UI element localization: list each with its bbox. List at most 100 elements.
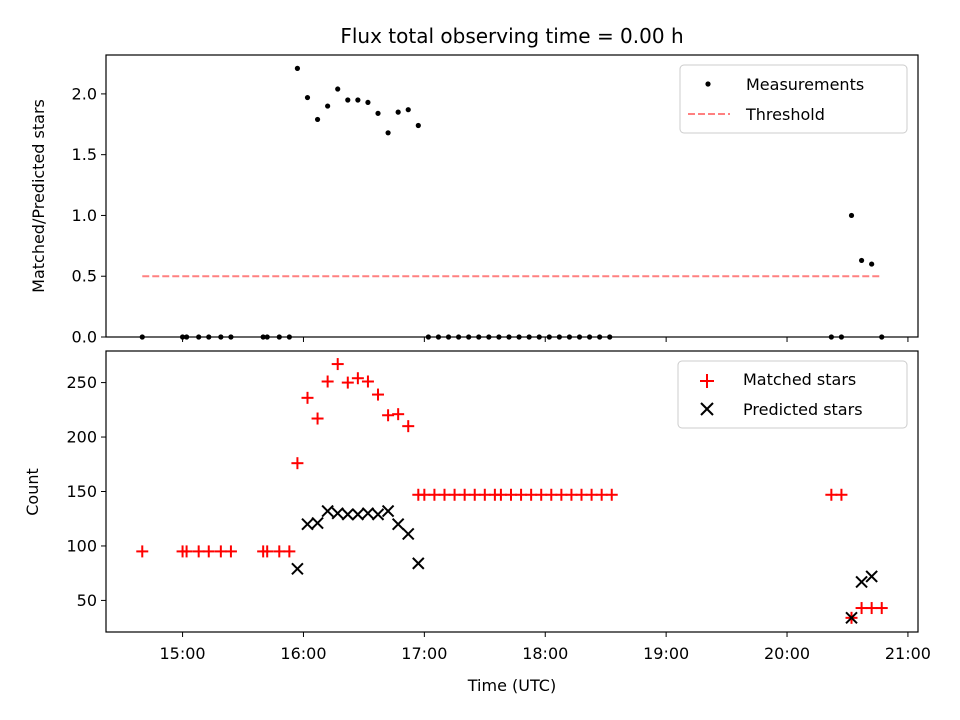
matched-star-point [321, 375, 334, 388]
legend-predicted-marker [700, 402, 714, 416]
predicted-star-point [361, 507, 375, 520]
bottom-y-tick-label: 250 [66, 373, 97, 392]
measurement-point [879, 334, 885, 340]
measurement-point [294, 65, 301, 71]
matched-star-point [504, 488, 517, 501]
measurement-point [355, 97, 361, 103]
predicted-star-point [371, 508, 385, 521]
matched-star-point [418, 488, 431, 501]
measurement-point [869, 261, 875, 267]
measurement-point [526, 334, 532, 340]
matched-star-point [361, 375, 374, 388]
predicted-star-point [351, 508, 365, 521]
bottom-y-ticks: 50 100 150 200 250 [66, 373, 106, 610]
x-axis-label: Time (UTC) [467, 676, 556, 695]
predicted-star-point [321, 504, 334, 518]
measurement-point [556, 334, 562, 340]
matched-star-point [301, 391, 314, 404]
matched-star-point [136, 545, 149, 558]
predicted-star-point [301, 517, 314, 531]
measurement-point [506, 334, 512, 340]
bottom-x-ticks: 15:00 16:00 17:00 18:00 19:00 20:00 21:00 [160, 632, 931, 663]
bottom-x-tick-label: 17:00 [401, 644, 447, 663]
predicted-star-b [321, 504, 334, 518]
measurement-point [405, 107, 411, 113]
measurement-point [260, 334, 266, 340]
top-y-tick-label: 2.0 [72, 84, 97, 103]
bottom-x-tick-label: 21:00 [885, 644, 931, 663]
measurement-point [395, 109, 401, 115]
matched-star-point [515, 488, 528, 501]
measurement-point [445, 334, 452, 340]
matched-star-point [458, 488, 471, 501]
matched-star-point [311, 412, 324, 425]
bottom-y-tick-label: 150 [66, 482, 97, 501]
matched-star-point [494, 488, 507, 501]
predicted-star-point [855, 575, 868, 589]
matched-star-point [351, 372, 364, 385]
predicted-star-point [341, 508, 354, 521]
top-y-tick-label: 1.0 [72, 206, 97, 225]
matched-star-point [535, 488, 548, 501]
bottom-x-tick-label: 15:00 [160, 644, 206, 663]
predicted-star-point [845, 611, 858, 625]
predicted-star-b [301, 517, 314, 531]
matched-star-point [825, 488, 838, 501]
bottom-panel: 50 100 150 200 250 15:00 16:00 17:00 18:00 19:00… [23, 350, 931, 695]
bottom-x-tick-label: 20:00 [764, 644, 810, 663]
measurement-point [828, 334, 834, 340]
measurement-point [476, 334, 482, 340]
measurement-point [425, 334, 431, 340]
matched-star-point [331, 358, 344, 371]
matched-star-point [575, 488, 588, 501]
bottom-legend-box [677, 360, 908, 429]
predicted-star-b [371, 508, 385, 521]
top-panel: 0.00.51.01.52.0 Matched/Predicted stars … [29, 54, 919, 347]
predicted-star-point [381, 504, 395, 518]
bottom-y-tick-label: 50 [77, 591, 97, 610]
legend-predicted-label: Predicted stars [743, 400, 863, 419]
measurement-point [314, 116, 321, 123]
matched-star-point [392, 408, 405, 421]
predicted-star-b [381, 504, 395, 518]
measurement-point [466, 334, 472, 340]
matched-star-point [283, 545, 296, 558]
predicted-star-b [855, 575, 868, 589]
matched-star-point [585, 488, 598, 501]
measurement-point [345, 97, 351, 103]
measurement-point [304, 94, 311, 101]
matched-star-point [865, 602, 878, 615]
measurement-point [385, 130, 391, 136]
measurement-point [607, 334, 613, 340]
predicted-star-b [291, 562, 304, 576]
measurement-point [325, 103, 331, 109]
predicted-star-b [845, 611, 858, 625]
matched-star-point [525, 488, 538, 501]
predicted-star-point [291, 562, 304, 576]
measurement-point [536, 334, 542, 340]
matched-star-point [448, 488, 461, 501]
chart-title: Flux total observing time = 0.00 h [340, 24, 683, 48]
matched-star-point [192, 545, 205, 558]
matched-star-point [180, 545, 193, 558]
matched-star-point [202, 545, 215, 558]
measurement-point [858, 257, 865, 264]
measurement-point [456, 334, 462, 340]
legend-measurements-marker [705, 81, 711, 87]
measurement-point [586, 334, 593, 340]
top-y-tick-label: 0.0 [72, 328, 97, 347]
legend-threshold-label: Threshold [745, 105, 825, 124]
measurement-point [365, 99, 371, 106]
measurement-point [597, 334, 603, 340]
top-y-ticks: 0.0 0.5 1.0 1.5 2.0 [72, 84, 106, 347]
bottom-y-axis-label: Count [23, 468, 42, 516]
matched-star-point [224, 545, 237, 558]
predicted-star-point [412, 557, 425, 570]
matched-star-point [273, 545, 286, 558]
matched-star-point [605, 488, 618, 501]
measurement-point [335, 86, 341, 92]
matched-star-point [565, 488, 578, 501]
predicted-star-point [402, 527, 415, 541]
matched-star-point [555, 488, 568, 501]
measurement-point [566, 334, 573, 340]
